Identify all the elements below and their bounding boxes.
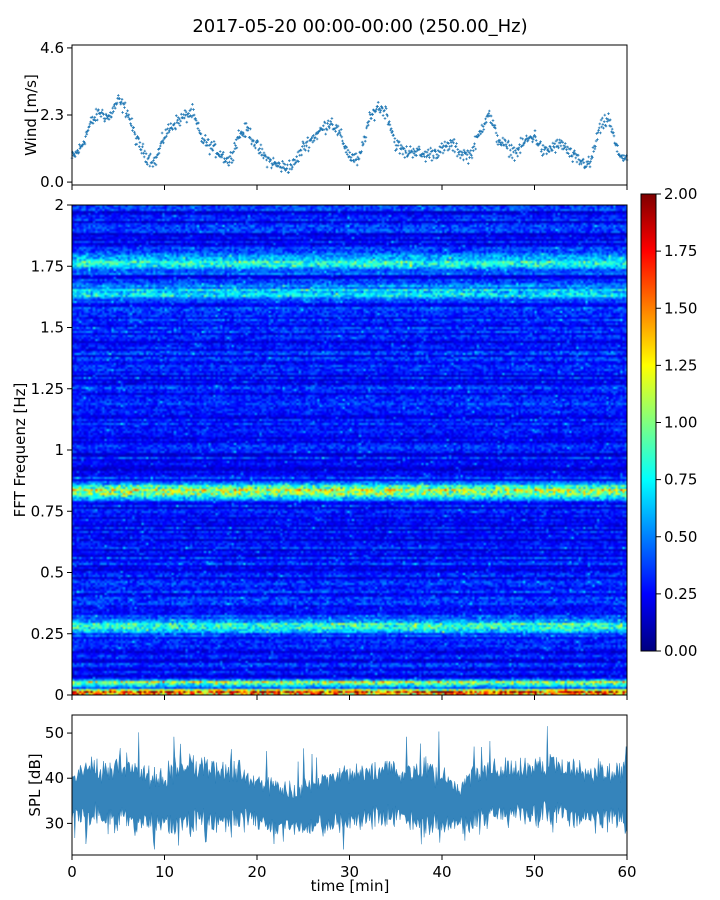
spl-xtick-label: 60 xyxy=(617,863,636,881)
spectrogram-x-ticks xyxy=(71,695,628,700)
spectrogram-ytick-label: 0 xyxy=(54,686,64,704)
spl-xtick-label: 50 xyxy=(525,863,544,881)
spectrogram-image xyxy=(72,205,627,695)
spl-ytick-label: 50 xyxy=(45,724,64,742)
colorbar: 0.00 0.25 0.50 0.75 1.00 1.25 1.50 1.75 2.00 xyxy=(640,185,697,660)
spl-ylabel: SPL [dB] xyxy=(26,753,44,816)
colorbar-tick-label: 1.25 xyxy=(664,356,697,374)
colorbar-gradient xyxy=(641,194,656,651)
colorbar-tick-label: 0.00 xyxy=(664,642,697,660)
wind-x-ticks xyxy=(71,185,628,190)
colorbar-tick-label: 0.75 xyxy=(664,471,697,489)
colorbar-tick-label: 0.25 xyxy=(664,585,697,603)
spl-ytick-label: 40 xyxy=(45,769,64,787)
spectrogram-ytick-label: 1.25 xyxy=(31,380,64,398)
spectrogram-ytick-label: 0.25 xyxy=(31,625,64,643)
wind-ytick-label: 2.3 xyxy=(40,106,64,124)
spectrogram-panel: 0 0.25 0.5 0.75 1 1.25 1.5 1.75 2 FFT Frequenz [… xyxy=(11,196,628,704)
spl-x-ticks: 0 10 20 30 40 50 60 xyxy=(67,855,637,881)
spectrogram-ylabel: FFT Frequenz [Hz] xyxy=(11,383,29,518)
spectrogram-ytick-label: 0.75 xyxy=(31,502,64,520)
wind-panel: 0.0 2.3 4.6 Wind [m/s] xyxy=(22,39,629,191)
wind-ylabel: Wind [m/s] xyxy=(22,74,40,156)
spl-panel: 30 40 50 0 10 20 30 40 50 60 SPL [dB] time [min] xyxy=(26,714,637,895)
spectrogram-ytick-label: 1 xyxy=(54,441,64,459)
spl-xtick-label: 20 xyxy=(247,863,266,881)
spl-xtick-label: 0 xyxy=(67,863,77,881)
wind-ytick-label: 4.6 xyxy=(40,39,64,57)
spectrogram-ytick-label: 1.75 xyxy=(31,257,64,275)
spl-xtick-label: 10 xyxy=(155,863,174,881)
colorbar-ticks: 0.00 0.25 0.50 0.75 1.00 1.25 1.50 1.75 2.00 xyxy=(656,185,697,660)
wind-plot-area xyxy=(72,45,627,185)
spl-xtick-label: 40 xyxy=(432,863,451,881)
spectrogram-ytick-label: 0.5 xyxy=(40,564,64,582)
colorbar-tick-label: 0.50 xyxy=(664,528,697,546)
spl-ytick-label: 30 xyxy=(45,814,64,832)
wind-y-ticks: 0.0 2.3 4.6 xyxy=(40,39,72,191)
colorbar-tick-label: 1.00 xyxy=(664,414,697,432)
wind-ytick-label: 0.0 xyxy=(40,173,64,191)
colorbar-tick-label: 1.75 xyxy=(664,242,697,260)
spectrogram-ytick-label: 1.5 xyxy=(40,319,64,337)
colorbar-tick-label: 1.50 xyxy=(664,299,697,317)
spectrogram-y-ticks: 0 0.25 0.5 0.75 1 1.25 1.5 1.75 2 xyxy=(31,196,72,704)
spectrogram-ytick-label: 2 xyxy=(54,196,64,214)
figure-title: 2017-05-20 00:00-00:00 (250.00_Hz) xyxy=(192,16,527,37)
spl-xtick-label: 30 xyxy=(340,863,359,881)
spl-y-ticks: 30 40 50 xyxy=(45,724,72,832)
spl-xlabel: time [min] xyxy=(311,877,390,895)
colorbar-tick-label: 2.00 xyxy=(664,185,697,203)
